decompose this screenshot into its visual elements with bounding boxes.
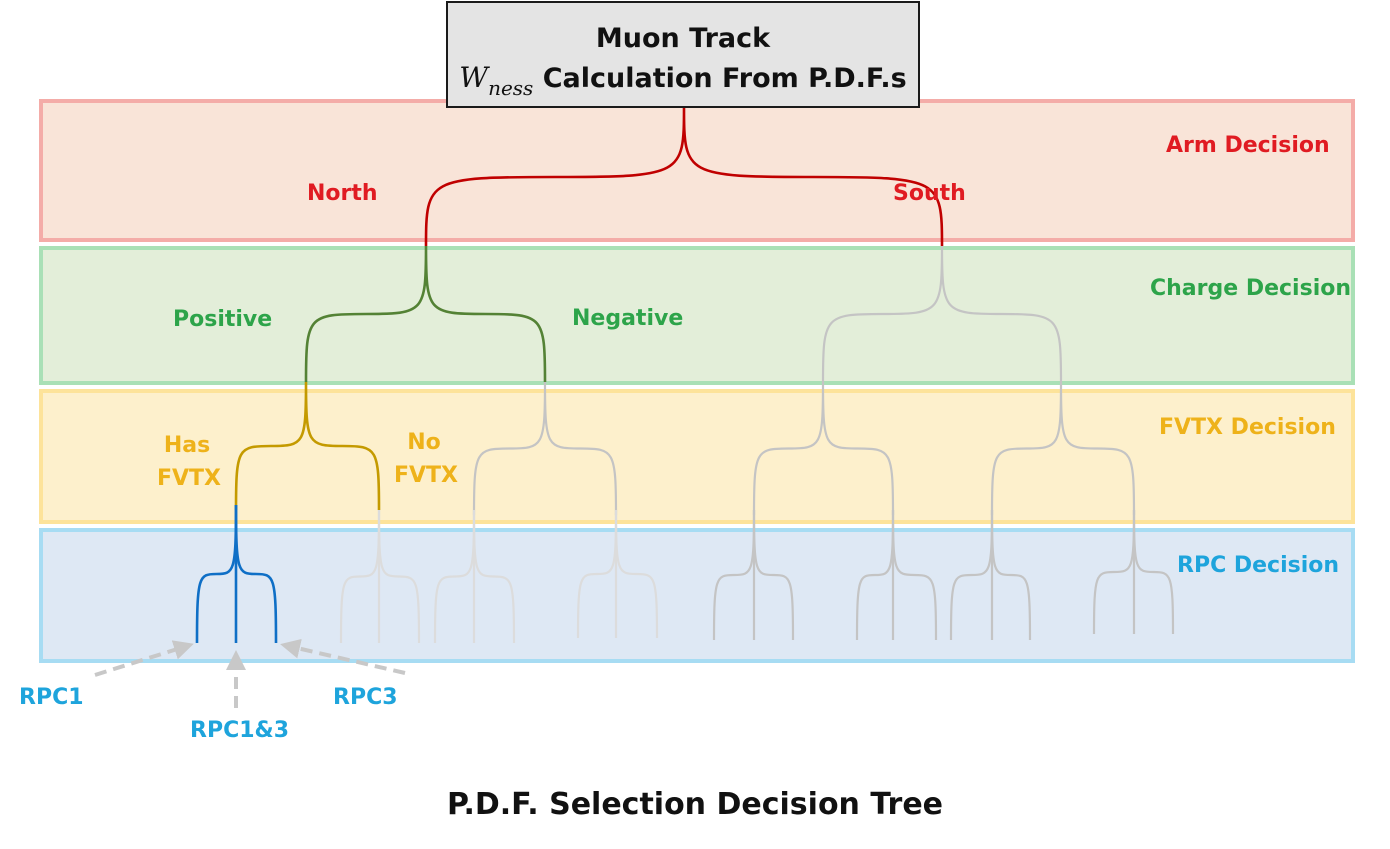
diagram-caption: P.D.F. Selection Decision Tree (446, 787, 944, 822)
rpc3-outcome-label: RPC3 (333, 685, 398, 710)
fvtx-fork-south-b (990, 381, 1136, 516)
fvtx-fork-positive (234, 381, 381, 511)
rpc13-outcome-label: RPC1&3 (190, 718, 290, 743)
rpc-decision-label: RPC Decision (1177, 553, 1340, 578)
charge-fork-south (821, 245, 1063, 383)
rpc3-arrow (280, 638, 406, 675)
fvtx-decision-band (39, 389, 1355, 524)
no-fvtx-label-line2: FVTX (394, 463, 459, 488)
fvtx-fork-south-a (752, 381, 895, 516)
south-branch-label: South (893, 181, 966, 206)
rpc-fork-6 (855, 509, 938, 641)
w-ness-subscript: ness (488, 76, 534, 100)
w-ness-symbol: W (459, 61, 489, 94)
root-node-title: Muon Track (595, 23, 771, 54)
charge-fork-north (304, 245, 547, 383)
root-node-subtitle: Wness Calculation From P.D.F.s (448, 61, 918, 100)
rpc-fork-4 (576, 509, 659, 639)
rpc1-arrow (94, 640, 194, 677)
has-fvtx-label-line1: Has (163, 433, 211, 458)
calculation-text: Calculation From P.D.F.s (533, 63, 907, 94)
fvtx-decision-label: FVTX Decision (1159, 415, 1336, 440)
arm-decision-label: Arm Decision (1166, 133, 1330, 158)
fvtx-fork-negative (472, 381, 618, 516)
has-fvtx-label-line2: FVTX (157, 466, 222, 491)
north-branch-label: North (307, 181, 378, 206)
rpc-fork-7 (949, 509, 1032, 641)
negative-branch-label: Negative (572, 306, 684, 331)
charge-decision-band (39, 246, 1355, 385)
no-fvtx-label-line1: No (407, 430, 441, 455)
arm-fork (424, 107, 944, 247)
root-node: Muon Track Wness Calculation From P.D.F.… (446, 1, 920, 108)
rpc1-outcome-label: RPC1 (19, 685, 84, 710)
charge-decision-label: Charge Decision (1150, 276, 1352, 301)
positive-branch-label: Positive (173, 307, 273, 332)
